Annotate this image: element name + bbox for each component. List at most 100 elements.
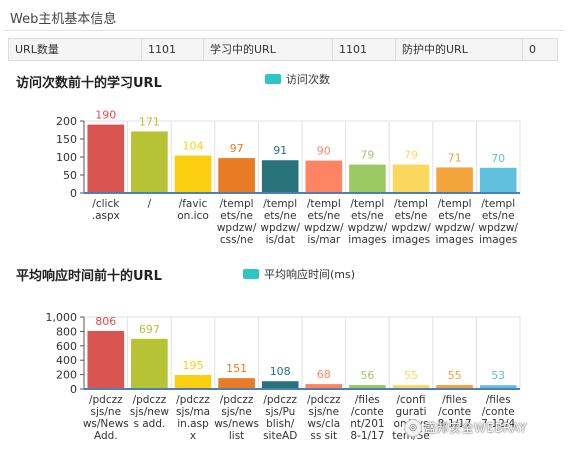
- data-label: 53: [491, 369, 505, 382]
- x-tick-label: sjs/new: [130, 406, 170, 418]
- x-tick-label: ets/ne: [482, 210, 515, 222]
- y-tick-label: 0: [70, 187, 77, 200]
- data-label: 151: [226, 362, 247, 375]
- y-tick-label: 800: [56, 325, 77, 338]
- bar: [305, 160, 343, 193]
- x-tick-label: list: [229, 430, 244, 442]
- bar: [392, 164, 430, 193]
- bar: [436, 385, 473, 389]
- y-tick-label: 50: [63, 169, 77, 182]
- x-tick-label: /pdczz: [263, 394, 297, 406]
- bar: [392, 385, 430, 389]
- x-tick-label: /templ: [263, 198, 297, 210]
- logo-icon: ◎: [404, 419, 422, 437]
- x-tick-label: ws/cla: [307, 418, 340, 430]
- data-label: 806: [95, 315, 116, 328]
- x-tick-label: ets/ne: [307, 210, 340, 222]
- visits-bar-chart: 0 50 100 150 200 190/click.aspx 171 / 104/favico…: [56, 109, 521, 246]
- x-tick-label: sjs/ne: [309, 406, 340, 418]
- x-tick-label: wpdzw/: [304, 222, 344, 234]
- bar: [261, 381, 299, 389]
- x-tick-label: 8-1/17: [350, 430, 384, 442]
- title-divider: [4, 30, 564, 31]
- x-tick-label: /templ: [438, 198, 472, 210]
- data-label: 697: [139, 323, 160, 336]
- x-tick-label: wpdzw/: [260, 222, 300, 234]
- data-label: 71: [448, 151, 462, 164]
- stat-label-protected-urls: 防护中的URL: [396, 39, 523, 60]
- x-tick-label: ets/ne: [220, 210, 253, 222]
- x-tick-label: css/ne: [220, 234, 253, 246]
- x-tick-label: ss sit: [310, 430, 337, 442]
- x-tick-label: ets/ne: [264, 210, 297, 222]
- data-label: 108: [270, 365, 291, 378]
- stat-label-url-count: URL数量: [9, 39, 142, 60]
- x-tick-label: /templ: [307, 198, 341, 210]
- x-tick-label: /: [148, 198, 152, 210]
- x-tick-label: wpdzw/: [391, 222, 431, 234]
- data-label: 56: [360, 369, 374, 382]
- data-label: 70: [491, 152, 505, 165]
- x-tick-label: /favic: [179, 198, 208, 210]
- x-tick-label: wpdzw/: [435, 222, 475, 234]
- data-label: 104: [183, 140, 204, 153]
- legend-response[interactable]: 平均响应时间(ms): [243, 266, 355, 282]
- x-tick-label: wpdzw/: [348, 222, 388, 234]
- bar: [305, 384, 343, 389]
- legend-visits[interactable]: 访问次数: [265, 71, 330, 87]
- bar: [349, 384, 386, 389]
- x-tick-label: /templ: [481, 198, 515, 210]
- x-tick-label: images: [348, 234, 386, 246]
- data-label: 97: [230, 142, 244, 155]
- y-tick-label: 400: [56, 354, 77, 367]
- stat-label-learning-urls: 学习中的URL: [204, 39, 333, 60]
- x-tick-label: images: [479, 234, 517, 246]
- data-label: 91: [273, 144, 287, 157]
- x-tick-label: /conte: [482, 406, 515, 418]
- x-tick-label: x: [190, 430, 196, 442]
- x-tick-label: .aspx: [92, 210, 120, 222]
- y-tick-label: 100: [56, 151, 77, 164]
- bar: [87, 330, 125, 389]
- x-tick-label: /pdczz: [133, 394, 167, 406]
- stat-value-learning-urls: 1101: [333, 39, 396, 60]
- watermark: 盛邦安全WEBRAY: [424, 421, 528, 435]
- data-label: 79: [404, 149, 418, 162]
- bar: [131, 131, 168, 193]
- x-tick-label: ets/ne: [438, 210, 471, 222]
- y-tick-label: 0: [70, 383, 77, 396]
- x-tick-label: 7-12/4: [481, 418, 515, 430]
- x-tick-label: ets/ne: [395, 210, 428, 222]
- x-tick-label: ws/news: [214, 418, 259, 430]
- bar: [218, 158, 255, 193]
- data-label: 55: [448, 369, 462, 382]
- x-tick-label: images: [392, 234, 430, 246]
- bar: [131, 338, 168, 389]
- data-label: 90: [317, 145, 331, 158]
- x-tick-label: /files: [442, 394, 467, 406]
- x-tick-label: images: [436, 234, 474, 246]
- page-title: Web主机基本信息: [10, 12, 117, 27]
- x-tick-label: sjs/Pu: [265, 406, 295, 418]
- bar: [174, 155, 212, 193]
- legend-swatch-response: [243, 269, 259, 279]
- x-tick-label: wpdzw/: [217, 222, 257, 234]
- x-tick-label: 8-1/17: [438, 418, 472, 430]
- bar: [174, 374, 212, 389]
- data-label: 68: [317, 368, 331, 381]
- data-label: 55: [404, 369, 418, 382]
- stat-value-url-count: 1101: [142, 39, 204, 60]
- legend-swatch-visits: [265, 74, 281, 84]
- x-tick-label: Add.: [94, 430, 118, 442]
- x-tick-label: /click: [92, 198, 120, 210]
- x-tick-label: /conte: [438, 406, 471, 418]
- x-tick-label: ets/ne: [351, 210, 384, 222]
- x-tick-label: is/dat: [266, 234, 295, 246]
- x-tick-label: /confi: [396, 394, 425, 406]
- x-tick-label: /pdczz: [220, 394, 254, 406]
- y-tick-label: 1,000: [46, 311, 78, 324]
- x-tick-label: s add.: [133, 418, 165, 430]
- x-tick-label: ws/News: [83, 418, 129, 430]
- stat-value-protected-urls: 0: [529, 43, 536, 56]
- x-tick-label: /pdczz: [176, 394, 210, 406]
